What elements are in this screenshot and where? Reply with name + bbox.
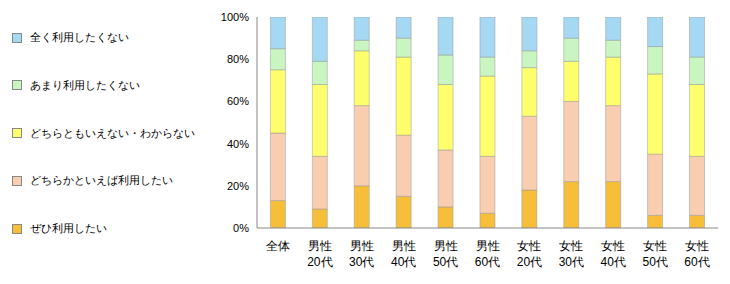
- svg-text:40代: 40代: [391, 255, 416, 269]
- html-text:全く利用したくない: 全く利用したくない: [30, 31, 129, 43]
- html-text:ぜひ利用したい: ぜひ利用したい: [30, 222, 107, 234]
- svg-text:20代: 20代: [517, 255, 542, 269]
- svg-text:60代: 60代: [475, 255, 500, 269]
- svg-text:女性: 女性: [517, 239, 541, 253]
- svg-text:50代: 50代: [433, 255, 458, 269]
- svg-text:80%: 80%: [227, 53, 249, 65]
- svg-text:20%: 20%: [227, 180, 249, 192]
- svg-text:男性: 男性: [476, 239, 500, 253]
- svg-text:全体: 全体: [266, 239, 290, 253]
- svg-text:30代: 30代: [559, 255, 584, 269]
- svg-text:50代: 50代: [642, 255, 667, 269]
- svg-text:40代: 40代: [601, 255, 626, 269]
- svg-text:女性: 女性: [601, 239, 625, 253]
- svg-text:女性: 女性: [643, 239, 667, 253]
- svg-text:男性: 男性: [434, 239, 458, 253]
- svg-text:男性: 男性: [350, 239, 374, 253]
- svg-text:男性: 男性: [392, 239, 416, 253]
- svg-text:60代: 60代: [684, 255, 709, 269]
- svg-text:30代: 30代: [349, 255, 374, 269]
- svg-text:女性: 女性: [559, 239, 583, 253]
- svg-text:女性: 女性: [685, 239, 709, 253]
- html-text:あまり利用したくない: あまり利用したくない: [30, 78, 140, 91]
- svg-text:男性: 男性: [308, 239, 332, 253]
- html-text:どちらともいえない・わからない: どちらともいえない・わからない: [30, 126, 195, 139]
- svg-text:60%: 60%: [227, 95, 249, 107]
- svg-text:40%: 40%: [227, 138, 249, 150]
- svg-text:100%: 100%: [221, 11, 249, 23]
- svg-text:20代: 20代: [307, 255, 332, 269]
- svg-text:0%: 0%: [233, 222, 249, 234]
- html-text:どちらかといえば利用したい: どちらかといえば利用したい: [30, 174, 173, 187]
